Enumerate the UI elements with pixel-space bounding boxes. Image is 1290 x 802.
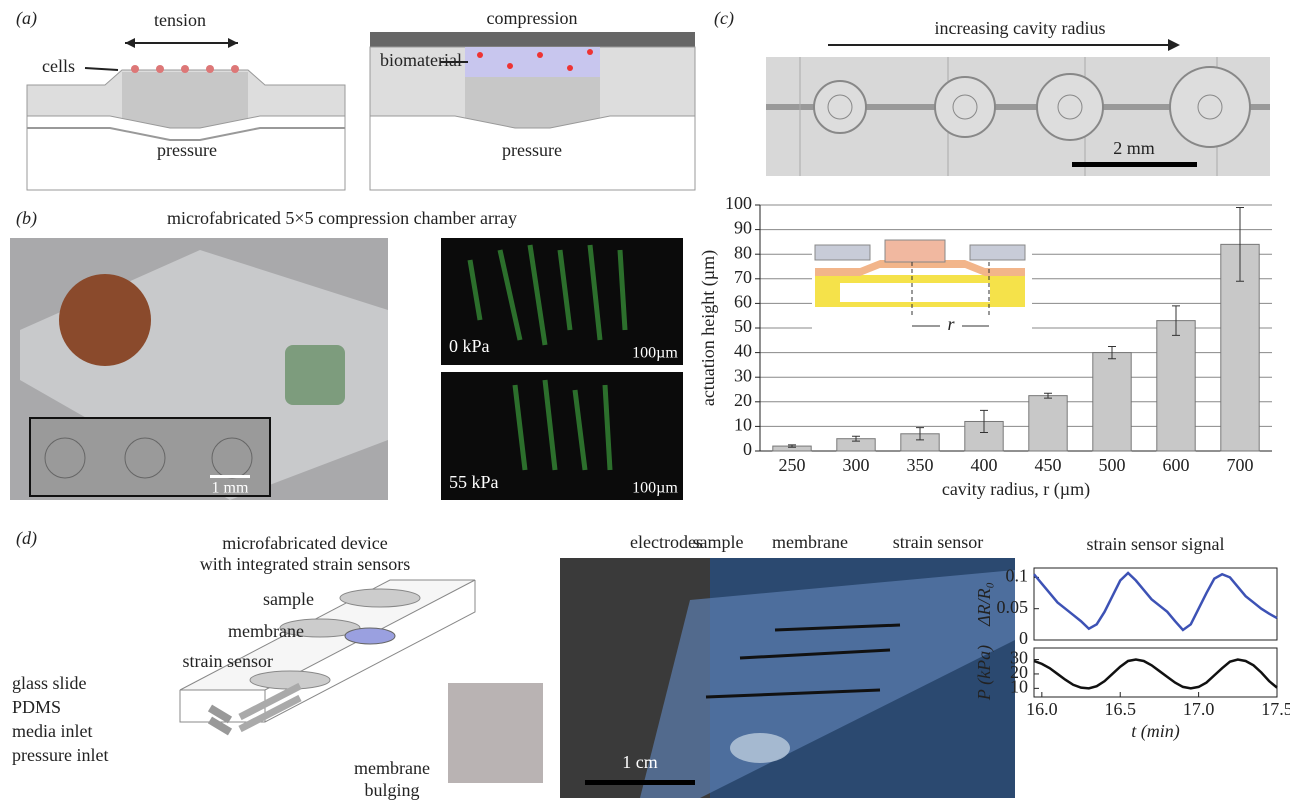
label: cells: [42, 56, 75, 76]
label: strain sensor: [183, 651, 273, 671]
x-tick-label: 500: [1099, 455, 1126, 475]
x-tick-label: 700: [1227, 455, 1254, 475]
page: { "panel_a": {"label": "(a)", "tension":…: [0, 0, 1290, 802]
line-chart: strain sensor signal 0 0.05 0.1 ΔR/R₀: [974, 534, 1277, 648]
label: biomaterial: [380, 50, 462, 70]
y-tick-label: 30: [1010, 648, 1028, 668]
plot-frame: [1034, 648, 1277, 697]
bar: [1157, 321, 1195, 451]
y-axis-label: ΔR/R₀: [974, 582, 994, 627]
label: bulging: [364, 780, 419, 800]
scale-label: 100µm: [632, 345, 678, 362]
panel-title: microfabricated device: [222, 533, 387, 553]
label: increasing cavity radius: [935, 18, 1106, 38]
scale-label: 1 cm: [622, 752, 658, 772]
panel-label: (b): [16, 208, 37, 229]
image-label: 0 kPa: [449, 336, 490, 356]
inset-label: r: [947, 314, 955, 334]
panel-title: with integrated strain sensors: [200, 554, 410, 574]
x-tick-label: 350: [907, 455, 934, 475]
y-tick-label: 90: [734, 218, 752, 238]
label: membrane: [228, 621, 304, 641]
x-tick-label: 300: [843, 455, 870, 475]
scale-label: 2 mm: [1113, 138, 1155, 158]
y-axis-label: P (kPa): [974, 645, 995, 701]
bar-chart: 0 10 20 30 40 50 60 70 80 90 100 250 300 350 400 450 500…: [698, 193, 1272, 500]
label: membrane: [354, 758, 430, 778]
y-tick-label: 30: [734, 365, 752, 385]
y-tick-label: 0: [743, 439, 752, 459]
bar: [1029, 396, 1067, 451]
arrow-head: [1168, 39, 1180, 51]
cavity-inset: [812, 240, 1032, 335]
panel-label: (c): [714, 8, 734, 29]
x-tick-label: 16.5: [1104, 699, 1136, 719]
scale-label: 100µm: [632, 480, 678, 497]
y-tick-label: 80: [734, 242, 752, 262]
x-tick-label: 250: [779, 455, 806, 475]
cavity-photo: [766, 57, 1270, 176]
data-line: [1034, 573, 1277, 630]
x-tick-label: 600: [1163, 455, 1190, 475]
x-tick-label: 17.0: [1183, 699, 1215, 719]
y-tick-label: 40: [734, 341, 752, 361]
y-tick-label: 100: [725, 193, 752, 213]
bulging-photo: [448, 683, 543, 783]
panel-label: (d): [16, 528, 37, 549]
label: tension: [154, 10, 206, 30]
x-tick-label: 450: [1035, 455, 1062, 475]
y-axis-label: actuation height (µm): [698, 250, 719, 406]
scale-label: 1 mm: [212, 480, 249, 497]
figure: (a) tension cells pressure compression b…: [0, 0, 1290, 802]
device-photo: [10, 238, 388, 500]
label: membrane: [772, 532, 848, 552]
x-tick-label: 17.5: [1261, 699, 1290, 719]
y-tick-label: 20: [734, 390, 752, 410]
panel-title: microfabricated 5×5 compression chamber …: [167, 208, 517, 228]
label: pressure inlet: [12, 745, 108, 765]
y-tick-label: 70: [734, 267, 752, 287]
y-tick-label: 50: [734, 316, 752, 336]
label: media inlet: [12, 721, 92, 741]
chart-title: strain sensor signal: [1087, 534, 1225, 554]
y-tick-label: 0.05: [997, 597, 1029, 617]
x-tick-label: 16.0: [1026, 699, 1058, 719]
label: compression: [487, 8, 578, 28]
x-axis-label: t (min): [1131, 721, 1180, 742]
y-tick-label: 0.1: [1006, 566, 1029, 586]
y-tick-label: 0: [1019, 628, 1028, 648]
panel-label: (a): [16, 8, 37, 29]
label: glass slide: [12, 673, 87, 693]
x-axis-label: cavity radius, r (µm): [942, 479, 1090, 500]
label: pressure: [502, 140, 562, 160]
label: sample: [263, 589, 314, 609]
image-label: 55 kPa: [449, 472, 499, 492]
bar: [1093, 353, 1131, 451]
label: pressure: [157, 140, 217, 160]
label: PDMS: [12, 697, 61, 717]
y-tick-label: 10: [734, 415, 752, 435]
data-line: [1034, 660, 1277, 689]
label: sample: [693, 532, 744, 552]
label: strain sensor: [893, 532, 983, 552]
y-tick-label: 60: [734, 292, 752, 312]
x-tick-label: 400: [971, 455, 998, 475]
